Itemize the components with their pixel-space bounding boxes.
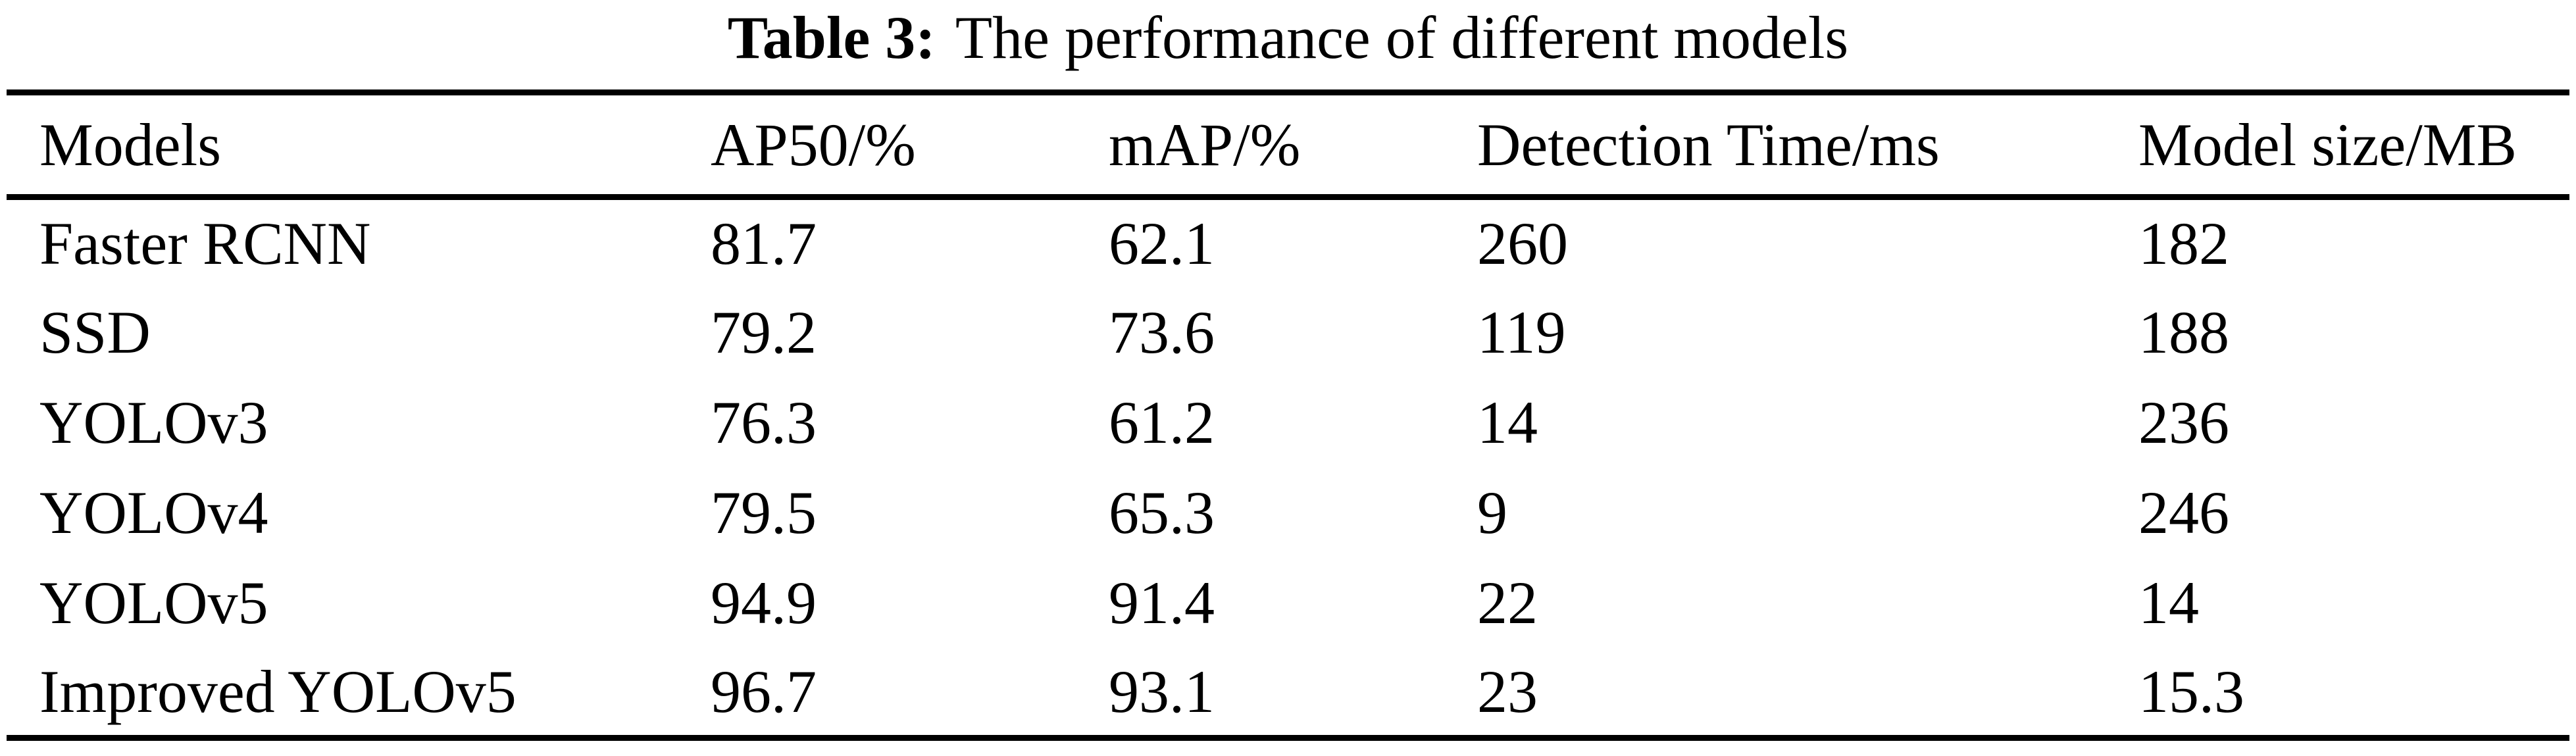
cell-map: 61.2 xyxy=(1109,389,1215,456)
cell-model-size: 182 xyxy=(2138,210,2229,278)
cell-detection-time: 14 xyxy=(1477,389,1538,456)
cell-detection-time: 23 xyxy=(1477,657,1538,725)
cell-model-size: 14 xyxy=(2138,569,2199,636)
column-header-ap50: AP50/% xyxy=(711,92,1109,200)
cell-ap50: 79.5 xyxy=(711,479,817,546)
table-row-yolov3: YOLOv3 76.3 61.2 14 236 xyxy=(7,378,2569,468)
cell-detection-time: 22 xyxy=(1477,569,1538,636)
cell-model-name: SSD xyxy=(39,299,151,366)
column-header-model-size: Model size/MB xyxy=(2138,92,2569,200)
table-row-faster-rcnn: Faster RCNN 81.7 62.1 260 182 xyxy=(7,197,2569,288)
cell-ap50: 81.7 xyxy=(711,210,817,278)
table-caption: Table 3: The performance of different mod… xyxy=(0,3,2576,72)
cell-model-name: YOLOv4 xyxy=(39,479,268,546)
cell-map: 65.3 xyxy=(1109,479,1215,546)
cell-detection-time: 119 xyxy=(1477,299,1566,366)
cell-ap50: 79.2 xyxy=(711,299,817,366)
cell-detection-time: 9 xyxy=(1477,479,1507,546)
cell-model-size: 15.3 xyxy=(2138,657,2244,725)
cell-ap50: 76.3 xyxy=(711,389,817,456)
cell-ap50: 96.7 xyxy=(711,657,817,725)
cell-map: 73.6 xyxy=(1109,299,1215,366)
cell-model-size: 246 xyxy=(2138,479,2229,546)
column-header-map: mAP/% xyxy=(1109,92,1477,200)
table-row-ssd: SSD 79.2 73.6 119 188 xyxy=(7,288,2569,378)
cell-model-size: 188 xyxy=(2138,299,2229,366)
column-header-models: Models xyxy=(7,92,711,200)
table-row-improved-yolov5: Improved YOLOv5 96.7 93.1 23 15.3 xyxy=(7,648,2569,738)
performance-table: Models AP50/% mAP/% Detection Time/ms Mo… xyxy=(7,89,2569,741)
table-header-row: Models AP50/% mAP/% Detection Time/ms Mo… xyxy=(7,92,2569,200)
table-caption-text: The performance of different models xyxy=(955,4,1849,71)
cell-detection-time: 260 xyxy=(1477,210,1568,278)
column-header-detection-time: Detection Time/ms xyxy=(1477,92,2138,200)
table-row-yolov4: YOLOv4 79.5 65.3 9 246 xyxy=(7,468,2569,558)
cell-model-name: Faster RCNN xyxy=(39,210,371,278)
cell-map: 62.1 xyxy=(1109,210,1215,278)
cell-map: 93.1 xyxy=(1109,657,1215,725)
table-row-yolov5: YOLOv5 94.9 91.4 22 14 xyxy=(7,558,2569,648)
cell-map: 91.4 xyxy=(1109,569,1215,636)
table-caption-label: Table 3: xyxy=(727,4,936,71)
cell-model-size: 236 xyxy=(2138,389,2229,456)
cell-model-name: Improved YOLOv5 xyxy=(39,657,517,725)
cell-model-name: YOLOv3 xyxy=(39,389,268,456)
cell-ap50: 94.9 xyxy=(711,569,817,636)
cell-model-name: YOLOv5 xyxy=(39,569,268,636)
